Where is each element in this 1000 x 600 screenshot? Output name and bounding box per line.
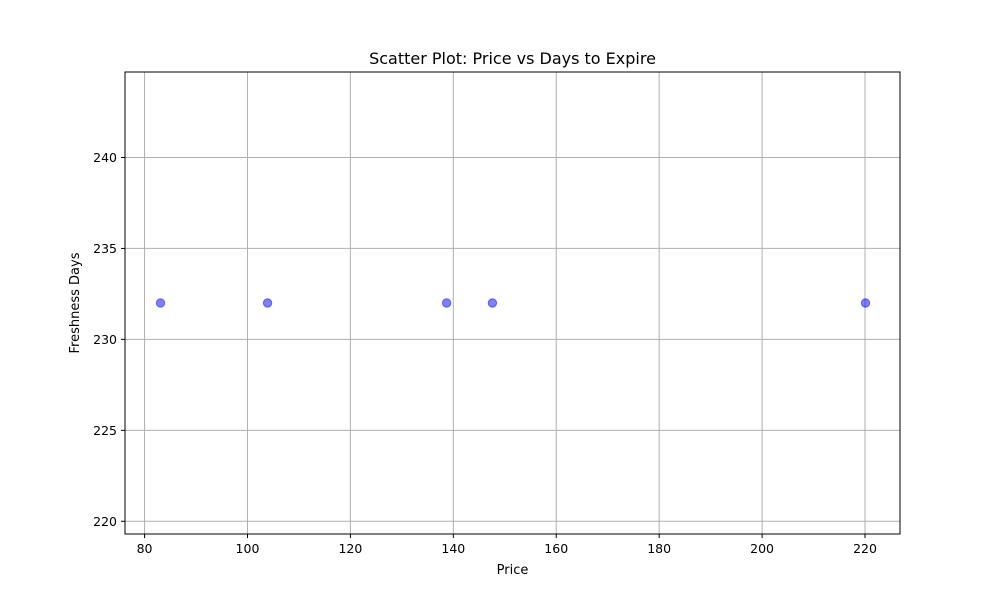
x-tick-label: 100 bbox=[236, 541, 260, 556]
data-points bbox=[155, 298, 871, 308]
scatter-point bbox=[155, 298, 166, 308]
x-tick-label: 220 bbox=[853, 541, 877, 556]
scatter-point bbox=[860, 298, 871, 308]
y-tick-label: 240 bbox=[93, 150, 117, 165]
axis-ticks: 80 100 120 140 160 180 200 220 220 225 230 235 240 bbox=[93, 150, 877, 556]
x-tick-label: 80 bbox=[137, 541, 153, 556]
x-tick-label: 140 bbox=[441, 541, 465, 556]
y-axis-label: Freshness Days bbox=[68, 252, 83, 353]
scatter-point bbox=[262, 298, 273, 308]
y-tick-label: 230 bbox=[93, 332, 117, 347]
chart-title: Scatter Plot: Price vs Days to Expire bbox=[369, 49, 656, 68]
x-axis-label: Price bbox=[497, 563, 529, 578]
scatter-point bbox=[487, 298, 498, 308]
y-tick-label: 235 bbox=[93, 241, 117, 256]
grid bbox=[125, 72, 900, 534]
x-tick-label: 160 bbox=[544, 541, 568, 556]
y-tick-label: 225 bbox=[93, 423, 117, 438]
y-tick-label: 220 bbox=[93, 514, 117, 529]
x-tick-label: 180 bbox=[647, 541, 671, 556]
plot-frame bbox=[124, 71, 901, 535]
scatter-point bbox=[441, 298, 452, 308]
x-tick-label: 200 bbox=[750, 541, 774, 556]
x-tick-label: 120 bbox=[338, 541, 362, 556]
